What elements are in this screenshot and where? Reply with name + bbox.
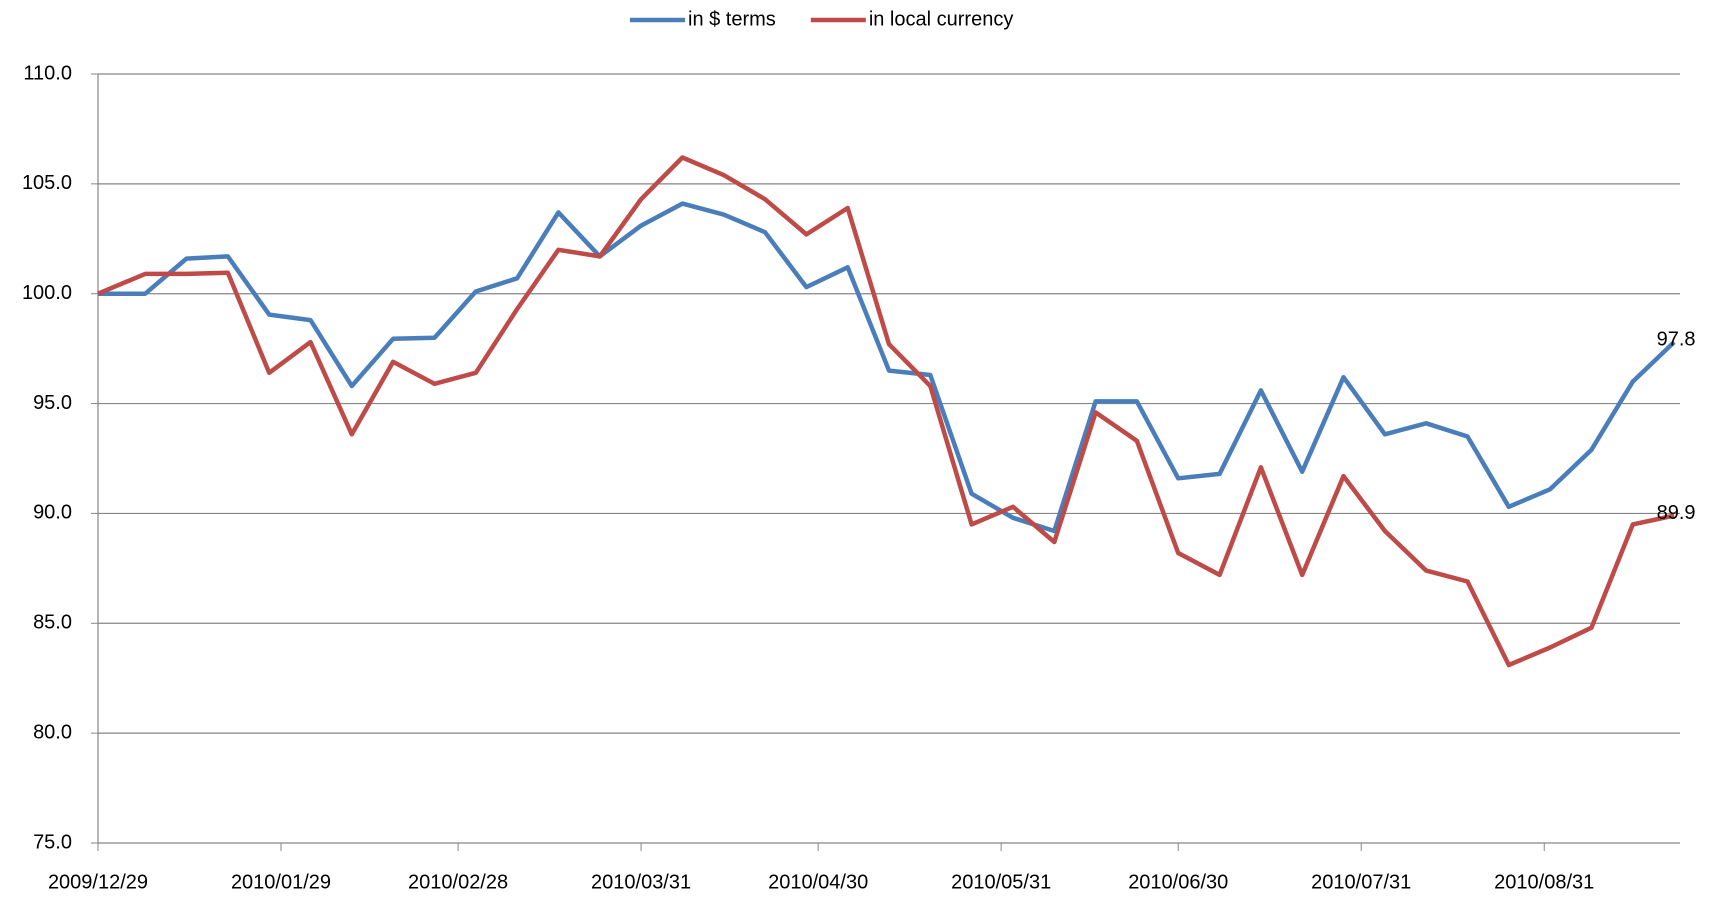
y-tick-label: 105.0 (22, 172, 72, 194)
x-tick-label: 2010/06/30 (1128, 871, 1228, 893)
y-tick-label: 80.0 (33, 721, 72, 743)
y-tick-label: 95.0 (33, 392, 72, 414)
y-tick-label: 90.0 (33, 502, 72, 524)
x-tick-label: 2010/05/31 (951, 871, 1051, 893)
y-tick-label: 100.0 (22, 282, 72, 304)
legend-label: in local currency (869, 8, 1014, 30)
data-label: 97.8 (1657, 328, 1696, 350)
line (98, 201, 1676, 534)
x-tick-label: 2010/03/31 (591, 871, 691, 893)
x-tick-label: 2010/01/29 (231, 871, 331, 893)
line (97, 155, 1675, 668)
y-tick-label: 110.0 (23, 62, 72, 84)
x-tick-label: 2010/04/30 (768, 871, 868, 893)
x-tick-label: 2009/12/29 (48, 871, 148, 893)
y-tick-label: 85.0 (33, 612, 72, 634)
x-tick-label: 2010/08/31 (1494, 871, 1594, 893)
x-tick-label: 2010/02/28 (408, 871, 508, 893)
x-tick-label: 2010/07/31 (1311, 871, 1411, 893)
y-tick-label: 75.0 (33, 831, 72, 853)
data-label: 89.9 (1657, 502, 1696, 524)
legend-label: in $ terms (688, 8, 776, 30)
